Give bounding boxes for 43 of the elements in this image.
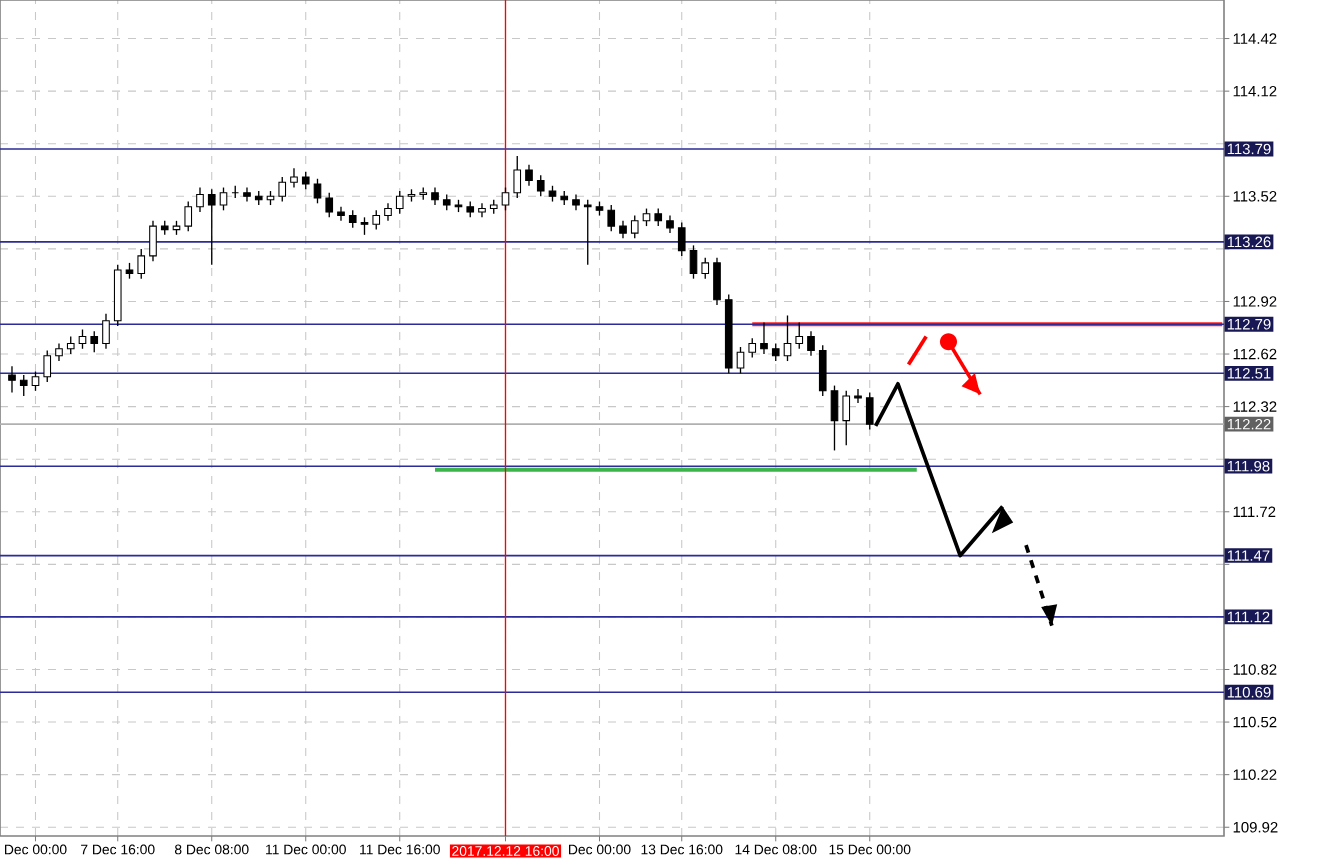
candlestick [78, 328, 87, 350]
candlestick [630, 214, 639, 240]
candlestick [290, 167, 298, 189]
candlestick [19, 374, 28, 397]
candlestick [536, 174, 545, 197]
candlestick [313, 178, 322, 204]
candlestick [713, 256, 721, 306]
candlestick [830, 384, 839, 452]
candlestick [583, 199, 592, 266]
candlestick [43, 349, 52, 383]
candlestick [137, 248, 146, 280]
candlestick [854, 388, 862, 404]
candlestick [513, 155, 522, 199]
candlestick [372, 209, 381, 231]
candlestick [795, 321, 804, 350]
candlestick [760, 321, 768, 355]
candlestick [207, 188, 216, 266]
candlestick [278, 176, 287, 203]
candlestick [196, 186, 204, 213]
candlestick [818, 344, 827, 397]
candlestick [807, 330, 815, 357]
candlestick [395, 190, 404, 215]
candlestick [525, 164, 533, 187]
candlestick [736, 346, 745, 374]
candlestick [90, 330, 99, 353]
candlestick [607, 204, 616, 233]
candlestick [184, 200, 193, 233]
candlestick [501, 186, 510, 211]
candlestick [337, 206, 345, 222]
candlestick [8, 365, 16, 394]
candlestick [149, 220, 157, 262]
candlestick [842, 390, 851, 446]
candlestick [478, 202, 486, 218]
candlestick [31, 370, 40, 392]
candlestick [325, 192, 334, 218]
candlestick [748, 337, 757, 359]
candlestick [219, 186, 228, 211]
candlestick [677, 221, 686, 257]
candlestick [783, 314, 792, 362]
candlestick [689, 244, 698, 280]
candlestick [701, 256, 710, 280]
candlestick [243, 186, 251, 203]
candlestick [102, 313, 110, 350]
